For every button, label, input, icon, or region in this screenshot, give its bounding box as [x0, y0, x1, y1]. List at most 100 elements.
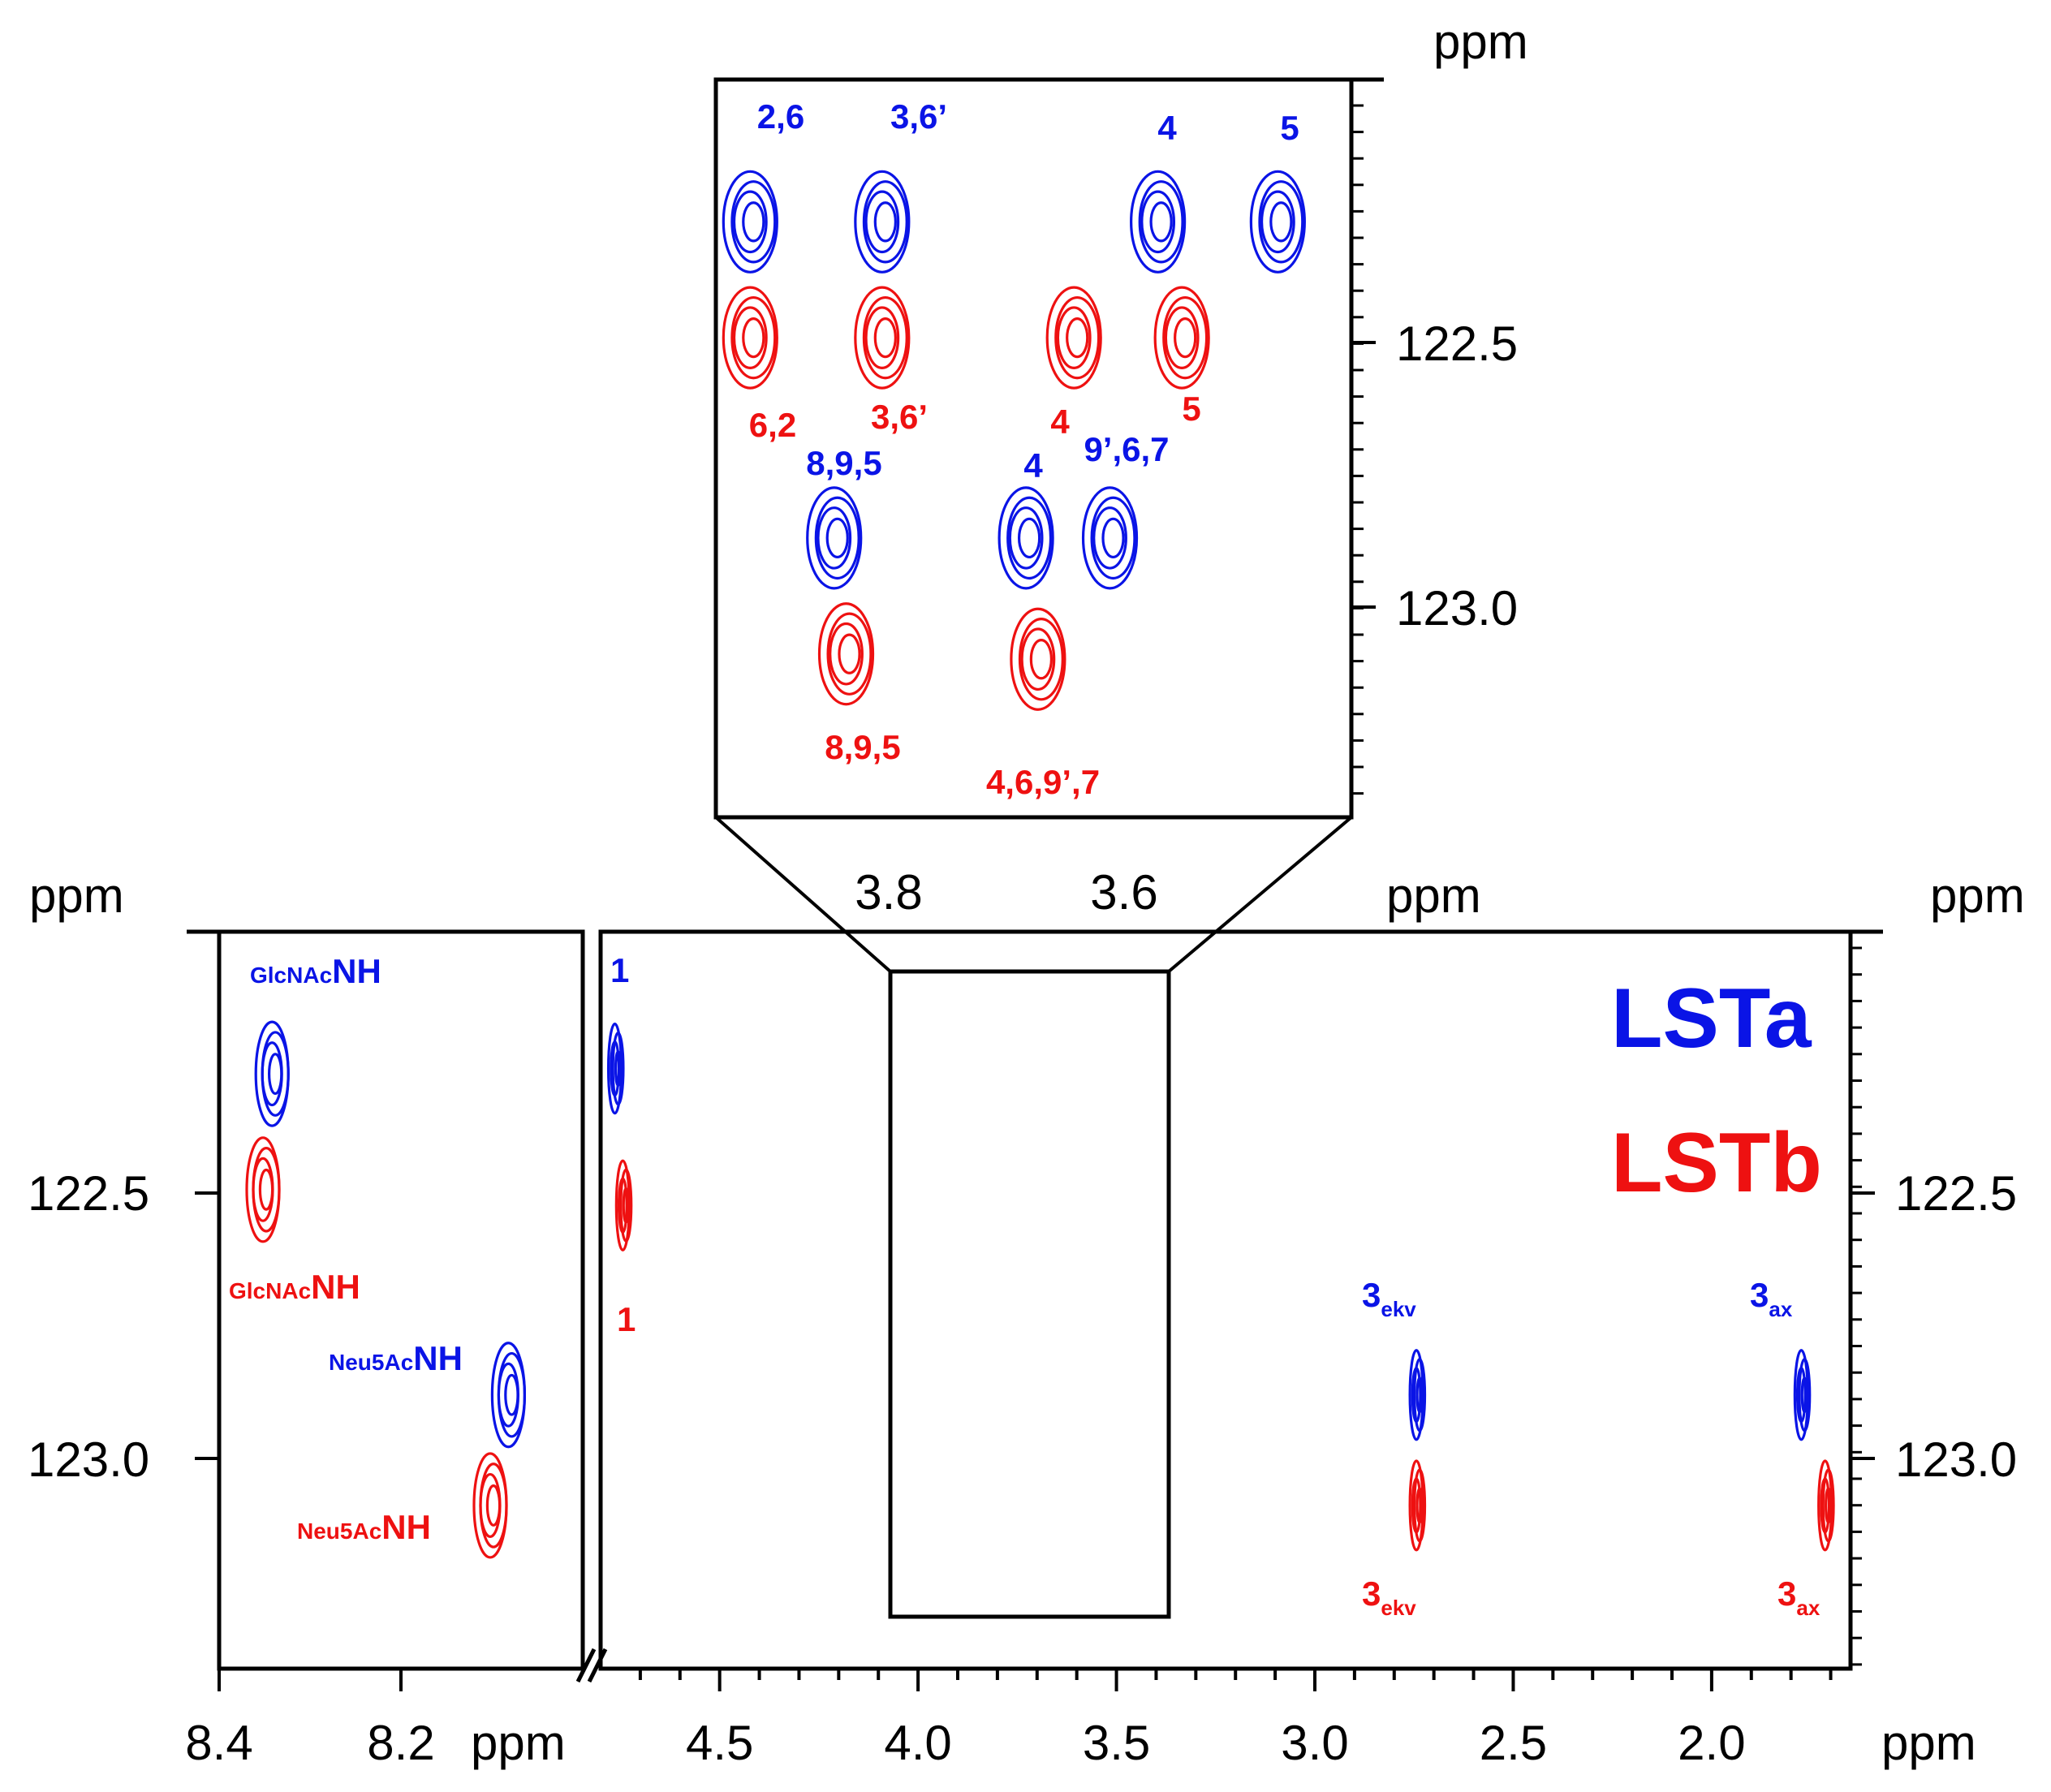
peak-label: 2,6 [757, 97, 804, 136]
contour-line [838, 633, 861, 674]
x-tick-label: 2.0 [1678, 1716, 1745, 1770]
peak-label: 3ax [1777, 1574, 1820, 1620]
contour-line [1045, 286, 1102, 390]
contour-line [864, 190, 900, 254]
peak-contour [817, 602, 875, 706]
contour-line [1411, 1477, 1422, 1534]
contour-line [1269, 201, 1293, 243]
contour-line [730, 180, 777, 264]
contour-line [497, 1362, 520, 1428]
contour-line [1006, 496, 1053, 580]
contour-line [610, 1040, 620, 1097]
contour-line [1415, 1487, 1424, 1524]
contour-line [1413, 1358, 1427, 1432]
x-tick-label: 4.0 [884, 1716, 951, 1770]
contour-line [732, 190, 768, 254]
y-tick-label: 123.0 [1396, 581, 1518, 635]
contour-line [722, 286, 778, 390]
contour-line [622, 1187, 630, 1224]
peak-label: Neu5AcNH [297, 1508, 431, 1546]
peak-label: 1 [617, 1300, 636, 1338]
panel-nh-region: ppm ppm 122.5 123.0 8.4 8.2 GlcNAcNH Glc… [28, 868, 585, 1770]
peak-contour [472, 1452, 508, 1559]
contour-line [614, 1050, 623, 1088]
contour-line [1174, 317, 1197, 359]
peak-label: 4 [1050, 403, 1070, 441]
contour-line [997, 486, 1054, 590]
contour-line [1020, 627, 1056, 691]
peak-label: 8,9,5 [825, 728, 900, 766]
contour-line [817, 506, 852, 570]
peak-label: 3ax [1750, 1276, 1793, 1321]
contour-line [817, 602, 875, 706]
contour-line [1162, 295, 1209, 380]
peak-contour [854, 286, 911, 390]
peak-label: 4 [1023, 446, 1043, 485]
peak-label: 8,9,5 [806, 444, 881, 482]
contour-line [252, 1157, 274, 1222]
panel-sugar-x-unit: ppm [1881, 1716, 1976, 1770]
peak-contour [1153, 286, 1210, 390]
x-tick-label: 3.6 [1090, 865, 1157, 920]
panel-nh-y-unit: ppm [29, 868, 124, 923]
contour-line [1138, 180, 1184, 264]
contour-line [825, 517, 849, 559]
contour-line [742, 317, 765, 359]
axis-break-marks [575, 1648, 608, 1683]
peak-contour [1130, 170, 1187, 274]
contour-line [862, 295, 908, 380]
contour-line [1153, 286, 1210, 390]
x-tick-label: 3.0 [1281, 1716, 1348, 1770]
peak-contour [1081, 486, 1139, 590]
contour-line [1081, 486, 1139, 590]
peak-label: 6,2 [749, 406, 796, 444]
contour-line [1795, 1367, 1807, 1424]
contour-line [1130, 170, 1187, 274]
legend-lstb: LSTb [1611, 1116, 1822, 1210]
contour-line [254, 1020, 290, 1127]
peak-contour [997, 486, 1054, 590]
panel-sugar-right-unit: ppm [1930, 868, 2025, 923]
peak-label: 3,6’ [890, 97, 947, 136]
contour-line [611, 1032, 625, 1106]
contour-line [617, 1177, 628, 1234]
contour-line [1018, 618, 1064, 701]
peak-contour [1408, 1349, 1427, 1441]
contour-line [1029, 639, 1054, 680]
peak-contour [722, 170, 778, 274]
peak-contour [254, 1020, 290, 1127]
contour-line [1164, 306, 1200, 369]
contour-line [1056, 306, 1092, 369]
x-tick-label: 2.5 [1480, 1716, 1547, 1770]
y-tick-label: 122.5 [1396, 317, 1518, 371]
contour-line [1411, 1367, 1422, 1424]
contour-line [1092, 506, 1127, 570]
contour-line [873, 317, 897, 359]
zoom-region-box [888, 969, 1171, 1619]
contour-line [619, 1168, 633, 1243]
contour-line [806, 486, 863, 590]
inset-peaks [722, 170, 1306, 711]
peak-contour [1045, 286, 1102, 390]
contour-line [261, 1041, 283, 1107]
peak-contour [245, 1136, 281, 1243]
peak-label: 9’,6,7 [1084, 430, 1169, 468]
peak-contour [1249, 170, 1306, 274]
contour-line [1149, 201, 1173, 243]
contour-line [1413, 1468, 1427, 1543]
contour-line [1054, 295, 1101, 380]
peak-label: 1 [610, 951, 629, 989]
peak-label: 5 [1182, 390, 1200, 428]
x-tick-label: 8.4 [185, 1716, 252, 1770]
contour-line [829, 622, 864, 686]
contour-line [1415, 1376, 1424, 1414]
panel-nh-peaks [245, 1020, 527, 1559]
y-tick-label: 123.0 [1895, 1432, 2017, 1487]
inset-x-ticks: 3.8 3.6 [855, 865, 1157, 920]
panel-nh-x-ticks: 8.4 8.2 [185, 1669, 435, 1770]
zoom-connector [714, 816, 1353, 973]
peak-contour [614, 1159, 633, 1251]
peak-contour [1793, 1349, 1812, 1441]
contour-line [1825, 1487, 1833, 1524]
legend-lsta: LSTa [1611, 971, 1812, 1066]
